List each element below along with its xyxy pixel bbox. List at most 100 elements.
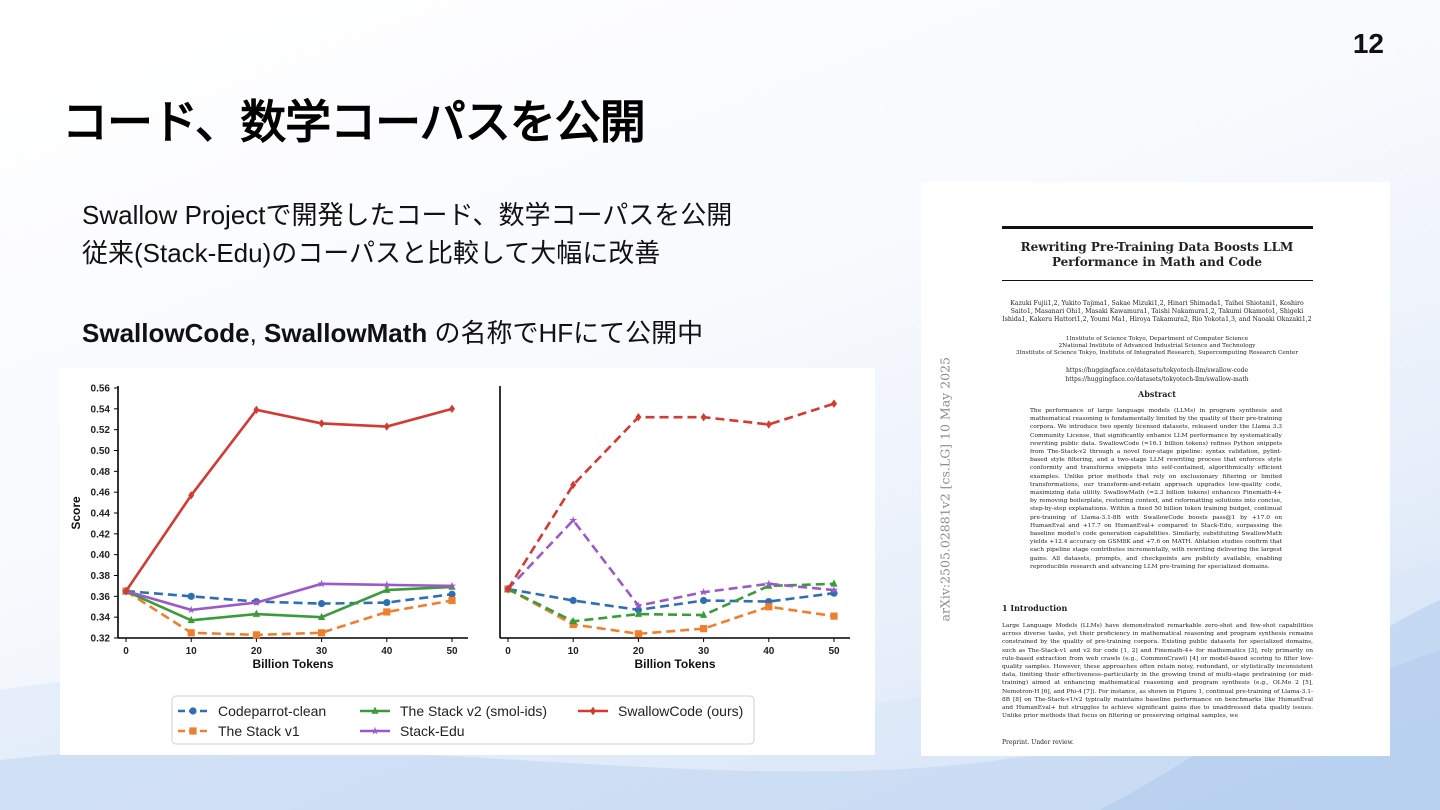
- bullet-item: Swallow Projectで開発したコード、数学コーパスを公開: [82, 200, 733, 230]
- page-number: 12: [1352, 28, 1384, 59]
- data-point: [570, 480, 577, 490]
- y-tick-label: 0.38: [91, 571, 111, 582]
- legend-marker: [371, 726, 379, 735]
- data-point: [448, 590, 456, 598]
- y-tick-label: 0.48: [91, 467, 111, 478]
- data-point: [253, 405, 260, 415]
- data-point: [187, 592, 195, 600]
- x-tick-label: 20: [251, 646, 263, 657]
- affiliation: 3Institute of Science Tokyo, Institute o…: [1015, 350, 1299, 356]
- x-tick-label: 40: [381, 646, 393, 657]
- x-tick-label: 50: [828, 646, 840, 657]
- paper-title-line: Rewriting Pre-Training Data Boosts LLM: [1020, 240, 1294, 254]
- data-point: [635, 412, 642, 422]
- series-line: [507, 587, 835, 612]
- data-point: [700, 596, 708, 605]
- legend-label: Stack-Edu: [400, 723, 465, 739]
- data-point: [830, 579, 838, 587]
- data-point: [830, 585, 838, 594]
- paper-affiliations: 1Institute of Science Tokyo, Department …: [1001, 336, 1313, 357]
- y-tick-label: 0.56: [91, 384, 111, 395]
- intro-text: Large Language Models (LLMs) have demons…: [1002, 623, 1313, 720]
- data-point: [188, 491, 195, 500]
- x-tick-label: 10: [186, 646, 198, 657]
- y-tick-label: 0.50: [91, 446, 111, 457]
- x-axis-label: Billion Tokens: [252, 657, 333, 671]
- legend-box: [171, 695, 755, 745]
- data-point: [634, 630, 642, 638]
- data-point: [634, 609, 642, 617]
- affiliation: 2National Institute of Advanced Industri…: [1058, 343, 1256, 349]
- legend-marker: [189, 707, 197, 715]
- y-tick-label: 0.42: [91, 529, 111, 540]
- data-point: [569, 616, 577, 625]
- data-point: [699, 587, 708, 596]
- data-point: [318, 612, 326, 620]
- release-line: SwallowCode, SwallowMath の名称でHFにて公開中: [82, 313, 703, 350]
- y-tick-label: 0.44: [91, 509, 111, 520]
- data-point: [383, 422, 390, 431]
- data-point: [123, 586, 129, 596]
- data-point: [318, 629, 326, 637]
- series-line: [507, 582, 835, 623]
- data-point: [448, 596, 456, 605]
- dataset-link[interactable]: https://huggingface.co/datasets/tokyotec…: [1065, 367, 1249, 374]
- x-tick-label: 20: [633, 646, 645, 657]
- data-point: [318, 600, 326, 608]
- data-point: [383, 608, 391, 616]
- y-tick-label: 0.52: [91, 425, 111, 436]
- series-line: [125, 590, 453, 637]
- y-tick-label: 0.46: [91, 488, 111, 499]
- x-axis-label: Billion Tokens: [634, 657, 715, 671]
- legend-marker: [371, 706, 379, 714]
- paper-title-rule: [1002, 280, 1313, 281]
- series-line: [125, 589, 453, 605]
- slide-title: コード、数学コーパスを公開: [62, 95, 646, 149]
- data-point: [765, 420, 772, 429]
- x-tick-label: 0: [123, 646, 129, 657]
- data-point: [318, 419, 325, 428]
- swallowmath-name: SwallowMath: [264, 318, 428, 348]
- data-point: [569, 516, 578, 524]
- data-point: [187, 629, 195, 637]
- data-point: [449, 404, 455, 414]
- abstract-text: The performance of large language models…: [1030, 408, 1282, 570]
- series-line: [507, 518, 835, 608]
- data-point: [765, 603, 773, 611]
- intro-heading: 1 Introduction: [1002, 603, 1068, 613]
- y-tick-label: 0.40: [91, 550, 111, 561]
- data-point: [252, 609, 260, 617]
- data-point: [700, 412, 707, 422]
- abstract-heading: Abstract: [1138, 389, 1176, 399]
- data-point: [252, 631, 260, 639]
- data-point: [252, 598, 261, 606]
- dataset-link[interactable]: https://huggingface.co/datasets/tokyotec…: [1065, 376, 1249, 383]
- series-line: [125, 585, 453, 622]
- bullet-list: Swallow Projectで開発したコード、数学コーパスを公開 従来(Sta…: [82, 196, 732, 272]
- series-line: [124, 407, 453, 592]
- data-point: [383, 598, 391, 607]
- paper-authors: Kazuki Fujii1,2, Yukito Tajima1, Sakae M…: [1002, 300, 1312, 323]
- legend-label: SwallowCode (ours): [618, 703, 743, 719]
- legend-label: Codeparrot-clean: [218, 703, 326, 719]
- legend-label: The Stack v1: [218, 723, 300, 739]
- y-tick-label: 0.34: [91, 613, 111, 624]
- y-axis-label: Score: [69, 496, 83, 530]
- series-line: [125, 582, 453, 612]
- x-tick-label: 0: [505, 646, 511, 657]
- release-suffix: の名称でHFにて公開中: [427, 318, 704, 348]
- data-point: [382, 580, 391, 589]
- data-point: [700, 610, 708, 618]
- chart-panel: 0 10 20 30 40 50 Billion Tokens 0.32 0.34 0.36 0.3…: [60, 368, 875, 755]
- bullet-item: 従来(Stack-Edu)のコーパスと比較して大幅に改善: [82, 238, 661, 268]
- legend-marker: [189, 727, 197, 735]
- data-point: [764, 579, 773, 588]
- separator: ,: [249, 318, 265, 348]
- affiliation: 1Institute of Science Tokyo, Department …: [1065, 336, 1249, 342]
- data-point: [700, 625, 708, 633]
- y-tick-label: 0.54: [91, 404, 111, 415]
- paper-top-rule: [1002, 226, 1313, 229]
- line-charts: 0 10 20 30 40 50 Billion Tokens 0.32 0.34 0.36 0.3…: [69, 384, 850, 745]
- y-tick-label: 0.32: [91, 634, 111, 645]
- swallowcode-name: SwallowCode: [82, 318, 250, 348]
